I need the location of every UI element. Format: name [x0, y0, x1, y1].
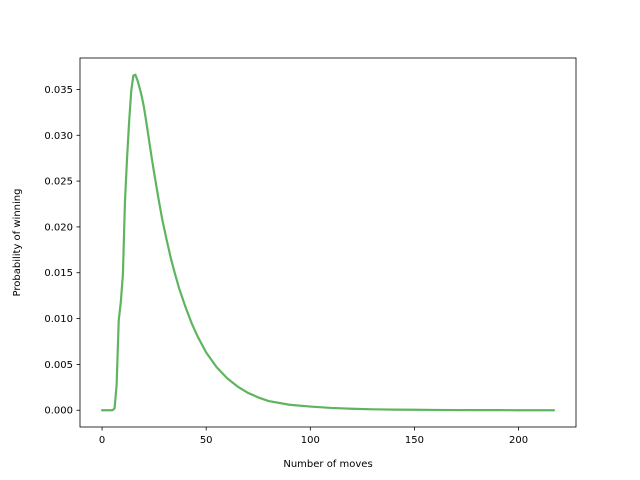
x-tick-label: 150 — [405, 435, 424, 446]
y-tick-label: 0.035 — [44, 85, 73, 96]
x-axis-ticks: 0 50 100 150 200 — [99, 427, 528, 446]
y-axis-label: Probability of winning — [12, 189, 23, 297]
series-layer — [100, 73, 556, 412]
x-tick-label: 50 — [200, 435, 213, 446]
x-axis-label: Number of moves — [283, 459, 372, 470]
y-tick-label: 0.000 — [44, 406, 73, 417]
plot-frame — [79, 57, 577, 428]
y-tick-label: 0.025 — [44, 177, 73, 188]
y-tick-label: 0.010 — [44, 314, 73, 325]
x-tick-label: 200 — [509, 435, 528, 446]
y-tick-label: 0.020 — [44, 222, 73, 233]
x-tick-label: 100 — [301, 435, 320, 446]
y-axis-ticks: 0.000 0.005 0.010 0.015 0.020 0.025 0.030 0.035 — [44, 85, 80, 417]
y-tick-label: 0.030 — [44, 131, 73, 142]
y-tick-label: 0.005 — [44, 360, 73, 371]
x-tick-label: 0 — [99, 435, 105, 446]
series-line — [100, 73, 556, 412]
y-tick-label: 0.015 — [44, 268, 73, 279]
